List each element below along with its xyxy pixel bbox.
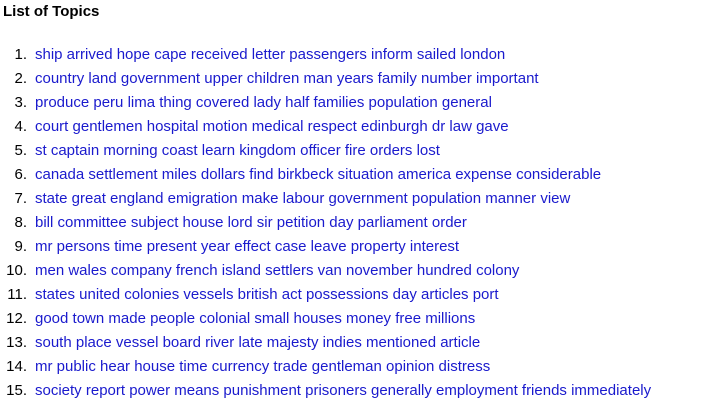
topic-number: 10. [6, 262, 27, 279]
topic-link[interactable]: men wales company french island settlers… [35, 262, 520, 279]
topic-link[interactable]: canada settlement miles dollars find bir… [35, 166, 602, 183]
topic-link[interactable]: states united colonies vessels british a… [35, 286, 499, 303]
topic-link[interactable]: bill committee subject house lord sir pe… [35, 214, 467, 231]
topic-number: 1. [14, 46, 27, 63]
topic-link[interactable]: good town made people colonial small hou… [35, 310, 476, 327]
topic-number: 6. [14, 166, 27, 183]
topic-item: 8. bill committee subject house lord sir… [0, 211, 466, 235]
topic-link[interactable]: mr public hear house time currency trade… [35, 358, 491, 375]
topic-item: 1. ship arrived hope cape received lette… [0, 43, 505, 67]
topic-item: 7. state great england emigration make l… [0, 187, 570, 211]
topic-link[interactable]: country land government upper children m… [35, 70, 539, 87]
topic-item: 13. south place vessel board river late … [0, 331, 480, 355]
topic-number: 5. [14, 142, 27, 159]
topic-number: 7. [14, 190, 27, 207]
topic-item: 2. country land government upper childre… [0, 67, 538, 91]
topic-number: 14. [6, 358, 27, 375]
topic-number: 15. [6, 382, 27, 399]
topic-item: 15. society report power means punishmen… [0, 379, 651, 403]
topic-link[interactable]: st captain morning coast learn kingdom o… [35, 142, 440, 159]
topic-item: 6. canada settlement miles dollars find … [0, 163, 601, 187]
topic-list: 1. ship arrived hope cape received lette… [0, 43, 651, 403]
topic-number: 13. [6, 334, 27, 351]
topic-number: 4. [14, 118, 27, 135]
topic-link[interactable]: court gentlemen hospital motion medical … [35, 118, 509, 135]
topic-link[interactable]: ship arrived hope cape received letter p… [35, 46, 506, 63]
topic-item: 11. states united colonies vessels briti… [0, 283, 498, 307]
topic-link[interactable]: state great england emigration make labo… [35, 190, 571, 207]
topic-item: 12. good town made people colonial small… [0, 307, 475, 331]
topic-number: 3. [14, 94, 27, 111]
topic-link[interactable]: produce peru lima thing covered lady hal… [35, 94, 492, 111]
topic-number: 8. [14, 214, 27, 231]
topic-item: 9. mr persons time present year effect c… [0, 235, 459, 259]
topic-number: 12. [6, 310, 27, 327]
topic-link[interactable]: society report power means punishment pr… [35, 382, 652, 399]
topic-link[interactable]: south place vessel board river late maje… [35, 334, 481, 351]
topic-item: 10. men wales company french island sett… [0, 259, 519, 283]
topic-number: 11. [7, 286, 27, 303]
topic-number: 9. [14, 238, 27, 255]
topic-link[interactable]: mr persons time present year effect case… [35, 238, 460, 255]
page-title: List of Topics [3, 3, 100, 20]
topic-item: 14. mr public hear house time currency t… [0, 355, 490, 379]
topic-item: 4. court gentlemen hospital motion medic… [0, 115, 508, 139]
topic-item: 3. produce peru lima thing covered lady … [0, 91, 491, 115]
topic-item: 5. st captain morning coast learn kingdo… [0, 139, 439, 163]
topic-number: 2. [14, 70, 27, 87]
